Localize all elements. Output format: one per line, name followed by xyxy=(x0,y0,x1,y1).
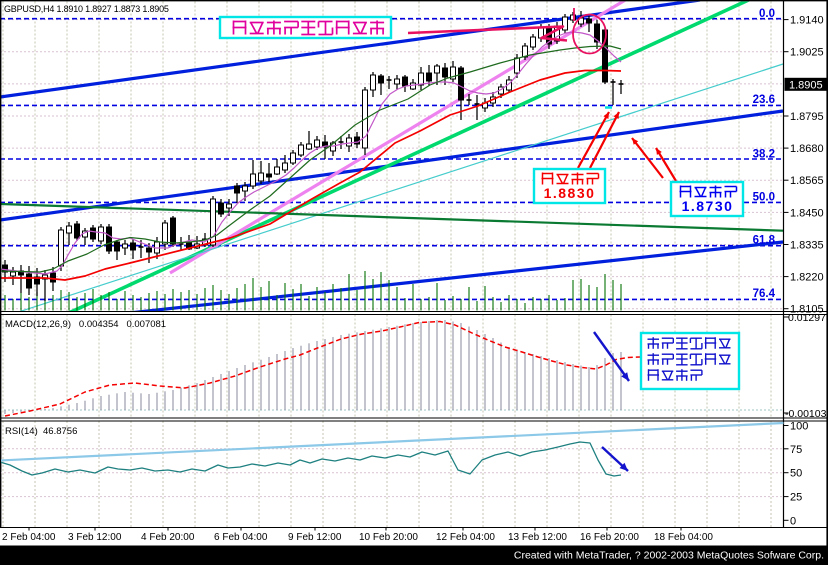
svg-text:50.0: 50.0 xyxy=(753,192,775,204)
svg-text:16 Feb 20:00: 16 Feb 20:00 xyxy=(580,532,639,543)
svg-text:10 Feb 20:00: 10 Feb 20:00 xyxy=(359,532,418,543)
svg-text:1.9025: 1.9025 xyxy=(790,47,824,59)
svg-text:6 Feb 04:00: 6 Feb 04:00 xyxy=(214,532,268,543)
svg-text:1.8105: 1.8105 xyxy=(790,304,824,316)
svg-text:0: 0 xyxy=(790,515,796,527)
svg-text:25: 25 xyxy=(790,492,802,504)
svg-text:13 Feb 12:00: 13 Feb 12:00 xyxy=(508,532,567,543)
svg-text:38.2: 38.2 xyxy=(753,149,775,161)
svg-text:1.8905: 1.8905 xyxy=(789,79,823,91)
svg-text:-0.00103: -0.00103 xyxy=(785,408,827,420)
svg-text:1.9140: 1.9140 xyxy=(790,15,824,27)
svg-text:2 Feb 04:00: 2 Feb 04:00 xyxy=(2,532,56,543)
svg-text:0.01297: 0.01297 xyxy=(788,312,826,324)
svg-text:61.8: 61.8 xyxy=(753,235,776,247)
svg-text:3 Feb 12:00: 3 Feb 12:00 xyxy=(68,532,122,543)
svg-text:Created with MetaTrader, ? 200: Created with MetaTrader, ? 2002-2003 Met… xyxy=(514,550,824,562)
svg-text:1.8220: 1.8220 xyxy=(790,272,824,284)
svg-text:1.8335: 1.8335 xyxy=(790,240,824,252)
svg-text:23.6: 23.6 xyxy=(753,94,775,106)
svg-text:1.8565: 1.8565 xyxy=(790,175,824,187)
svg-text:12 Feb 04:00: 12 Feb 04:00 xyxy=(436,532,495,543)
svg-text:1.8450: 1.8450 xyxy=(790,207,824,219)
svg-text:1.8730: 1.8730 xyxy=(682,198,734,214)
svg-text:MACD(12,26,9) 0.004354 0.0: MACD(12,26,9) 0.004354 0.007081 xyxy=(5,319,166,330)
svg-text:1.8795: 1.8795 xyxy=(790,111,824,123)
svg-text:76.4: 76.4 xyxy=(753,288,776,300)
svg-text:75: 75 xyxy=(790,444,802,456)
svg-text:1.8680: 1.8680 xyxy=(790,143,824,155)
svg-text:9 Feb 12:00: 9 Feb 12:00 xyxy=(288,532,342,543)
svg-text:18 Feb 04:00: 18 Feb 04:00 xyxy=(654,532,713,543)
svg-text:0.0: 0.0 xyxy=(759,8,775,20)
svg-text:1.8830: 1.8830 xyxy=(544,185,596,201)
svg-text:4 Feb 20:00: 4 Feb 20:00 xyxy=(141,532,195,543)
svg-text:RSI(14) 46.8756: RSI(14) 46.8756 xyxy=(5,426,77,437)
svg-text:50: 50 xyxy=(790,468,802,480)
svg-text:100: 100 xyxy=(790,421,808,433)
svg-text:GBPUSD,H4 1.8910 1.8927 1.887: GBPUSD,H4 1.8910 1.8927 1.8873 1.8905 xyxy=(4,4,169,14)
